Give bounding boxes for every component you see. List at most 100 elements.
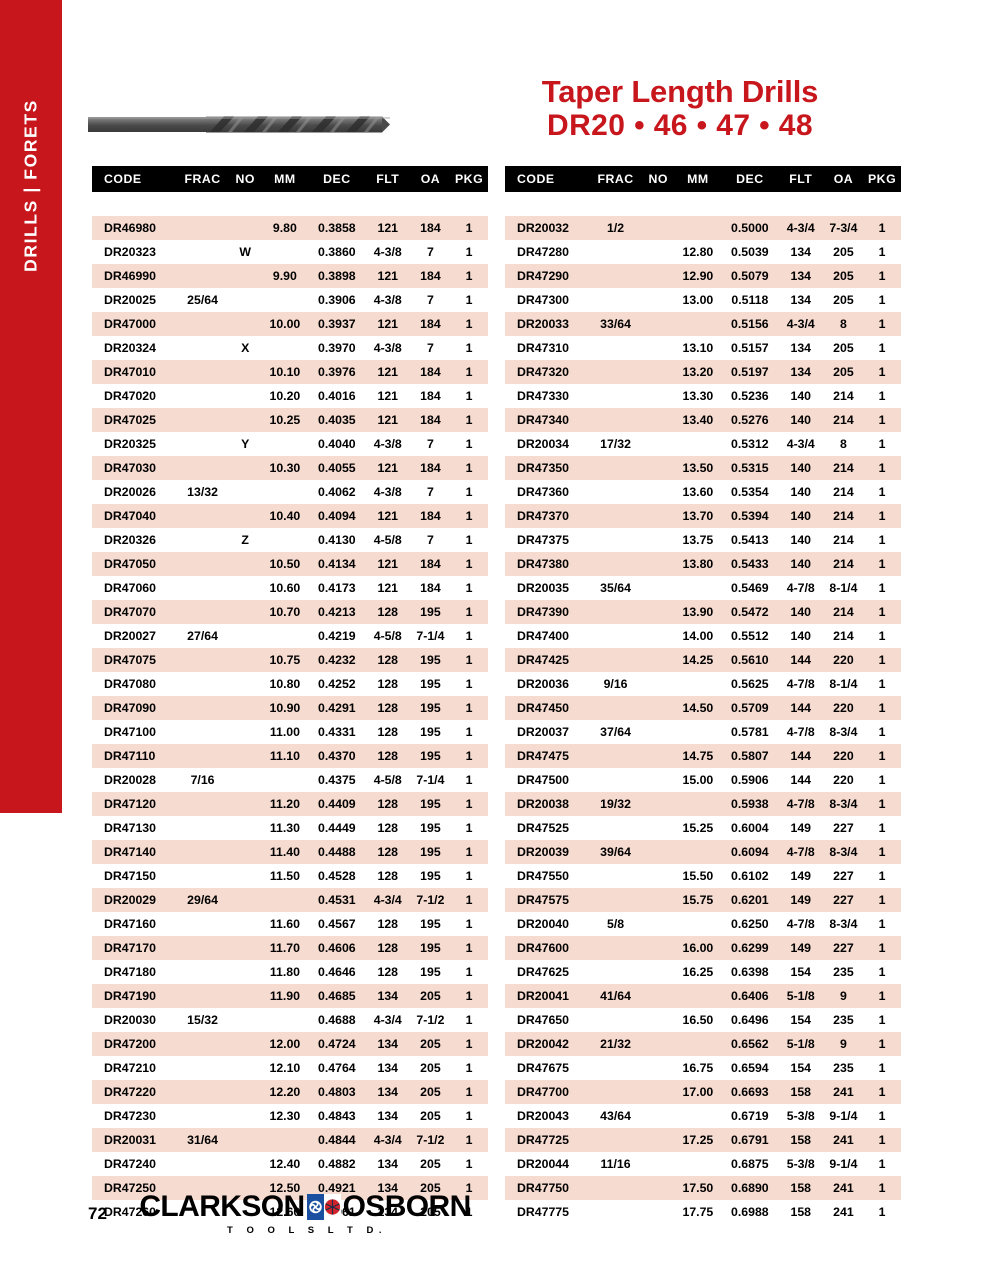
cell-oa: 205 — [420, 1061, 441, 1075]
cell-mm — [674, 432, 722, 456]
table-row: DR47150 11.50 0.4528 128 195 1 — [92, 864, 488, 888]
cell-frac: 35/64 — [600, 581, 631, 595]
table-row: DR47060 10.60 0.4173 121 184 1 — [92, 576, 488, 600]
cell-dec: 0.5197 — [731, 365, 769, 379]
cell-pkg: 1 — [878, 893, 886, 907]
cell-code: DR47075 — [104, 653, 156, 667]
cell-frac — [589, 864, 643, 888]
cell-pkg: 1 — [465, 965, 473, 979]
cell-oa: 214 — [833, 605, 854, 619]
cell-oa: 214 — [833, 557, 854, 571]
cell-mm — [674, 1152, 722, 1176]
cell-oa: 205 — [420, 1181, 441, 1195]
cell-pkg: 1 — [465, 413, 473, 427]
cell-mm: 10.80 — [269, 677, 301, 691]
cell-dec: 0.4134 — [318, 557, 356, 571]
cell-frac — [589, 816, 643, 840]
cell-oa: 195 — [420, 701, 441, 715]
cell-oa: 241 — [833, 1181, 854, 1195]
cell-oa: 214 — [833, 389, 854, 403]
cell-frac — [589, 744, 643, 768]
cell-frac — [176, 1104, 230, 1128]
cell-flt: 134 — [790, 245, 812, 259]
column-header-no: NO — [229, 166, 261, 192]
cell-pkg: 1 — [878, 293, 886, 307]
cell-oa: 8 — [840, 317, 847, 331]
cell-flt: 5-1/8 — [786, 1037, 815, 1051]
cell-pkg: 1 — [878, 245, 886, 259]
table-row: DR47075 10.75 0.4232 128 195 1 — [92, 648, 488, 672]
cell-flt: 144 — [790, 653, 812, 667]
cell-mm — [674, 840, 722, 864]
cell-mm: 11.90 — [269, 989, 300, 1003]
cell-flt: 121 — [377, 461, 399, 475]
cell-code: DR47030 — [104, 461, 156, 475]
cell-pkg: 1 — [878, 653, 886, 667]
column-header-oa: OA — [410, 166, 451, 192]
cell-no — [230, 864, 261, 888]
cell-dec: 0.4531 — [318, 893, 356, 907]
cell-flt: 4-7/8 — [786, 797, 815, 811]
cell-mm — [261, 288, 309, 312]
cell-no — [643, 648, 674, 672]
cell-code: DR20044 — [517, 1157, 569, 1171]
logo-tagline: T O O L S L T D. — [227, 1225, 387, 1236]
cell-dec: 0.4062 — [318, 485, 356, 499]
section-side-tab-label: DRILLS | FORETS — [20, 99, 41, 272]
table-row: DR47000 10.00 0.3937 121 184 1 — [92, 312, 488, 336]
cell-no — [643, 336, 674, 360]
cell-code: DR20040 — [517, 917, 569, 931]
cell-frac: 1/2 — [606, 221, 625, 235]
cell-mm — [261, 1128, 309, 1152]
cell-no — [230, 480, 261, 504]
table-row: DR47230 12.30 0.4843 134 205 1 — [92, 1104, 488, 1128]
cell-code: DR47625 — [517, 965, 569, 979]
cell-pkg: 1 — [878, 533, 886, 547]
cell-code: DR20324 — [104, 341, 156, 355]
logo-word-osborn: OSBORN — [342, 1190, 472, 1223]
table-header-row: CODE FRAC NO MM DEC FLT OA PKG — [505, 166, 901, 192]
cell-oa: 195 — [420, 725, 441, 739]
cell-frac — [176, 960, 230, 984]
table-row: DR47070 10.70 0.4213 128 195 1 — [92, 600, 488, 624]
cell-no — [230, 912, 261, 936]
cell-code: DR47750 — [517, 1181, 569, 1195]
table-row: DR20040 5/8 0.6250 4-7/8 8-3/4 1 — [505, 912, 901, 936]
cell-flt: 128 — [377, 725, 399, 739]
cell-mm: 12.20 — [269, 1085, 301, 1099]
cell-frac — [176, 264, 230, 288]
cell-no: X — [241, 341, 250, 355]
table-row: DR20326 Z 0.4130 4-5/8 7 1 — [92, 528, 488, 552]
table-row: DR47375 13.75 0.5413 140 214 1 — [505, 528, 901, 552]
cell-code: DR47130 — [104, 821, 156, 835]
column-header-oa: OA — [823, 166, 864, 192]
cell-oa: 184 — [420, 413, 441, 427]
cell-frac — [176, 432, 230, 456]
table-row: DR47550 15.50 0.6102 149 227 1 — [505, 864, 901, 888]
cell-oa: 7-3/4 — [829, 221, 858, 235]
table-row: DR47180 11.80 0.4646 128 195 1 — [92, 960, 488, 984]
cell-pkg: 1 — [878, 557, 886, 571]
cell-dec: 0.5315 — [731, 461, 769, 475]
cell-flt: 4-3/4 — [373, 893, 402, 907]
cell-dec: 0.3937 — [318, 317, 356, 331]
section-side-tab: DRILLS | FORETS — [0, 0, 62, 813]
cell-flt: 158 — [790, 1181, 812, 1195]
column-header-pkg: PKG — [863, 166, 901, 192]
table-row: DR47040 10.40 0.4094 121 184 1 — [92, 504, 488, 528]
table-row: DR46990 9.90 0.3898 121 184 1 — [92, 264, 488, 288]
cell-oa: 7 — [427, 341, 434, 355]
cell-oa: 8-1/4 — [829, 677, 858, 691]
cell-dec: 0.5512 — [731, 629, 769, 643]
column-header-code: CODE — [92, 166, 176, 192]
cell-frac — [176, 336, 230, 360]
column-header-frac: FRAC — [588, 166, 643, 192]
cell-frac: 17/32 — [600, 437, 631, 451]
cell-pkg: 1 — [465, 605, 473, 619]
cell-code: DR20031 — [104, 1133, 156, 1147]
cell-oa: 7-1/2 — [416, 1013, 445, 1027]
cell-oa: 8-3/4 — [829, 797, 858, 811]
spec-table-right: CODE FRAC NO MM DEC FLT OA PKG DR20032 1/… — [505, 166, 901, 1224]
cell-code: DR20032 — [517, 221, 569, 235]
cell-flt: 134 — [790, 293, 812, 307]
